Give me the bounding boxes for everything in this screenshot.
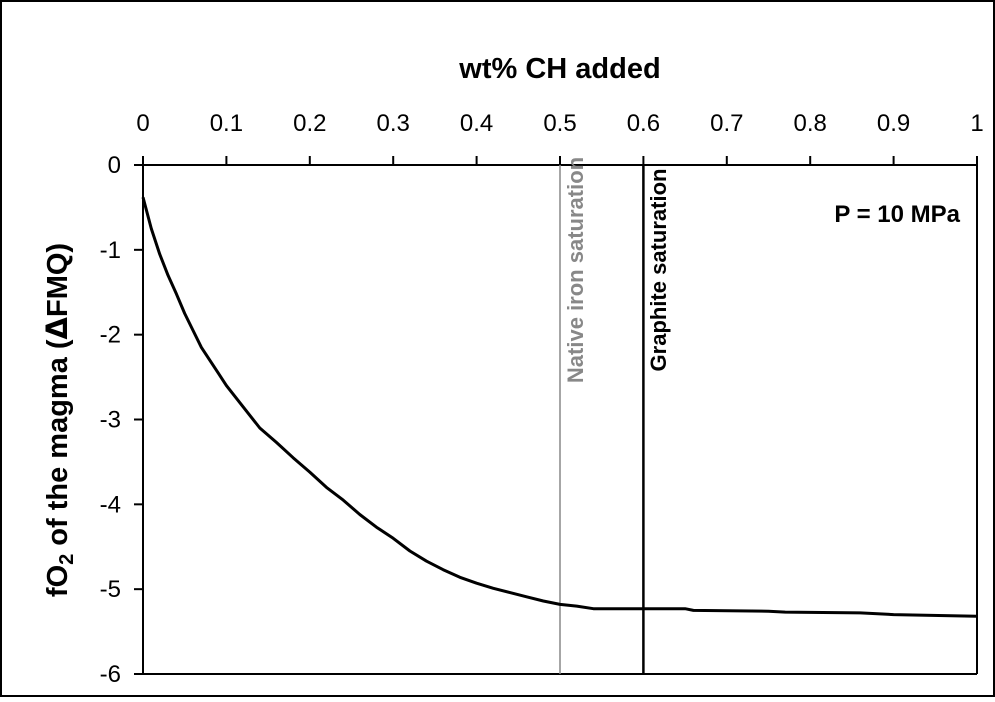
x-tick-label: 0 (136, 110, 149, 137)
x-tick-label: 0.4 (460, 110, 493, 137)
y-axis-title: fO2 of the magma (ΔFMQ) (40, 243, 78, 597)
y-tick-label: -6 (100, 661, 121, 688)
x-tick-label: 0.8 (794, 110, 827, 137)
y-tick-label: -1 (100, 237, 121, 264)
x-tick-label: 0.9 (877, 110, 910, 137)
vertical-line-label-0: Native iron saturation (563, 157, 588, 383)
plot-layer: 0 0.1 0.2 0.3 0.4 0.5 0.6 0.7 0.8 0.9 1 0 -1 -2 -3 -4 -5… (100, 110, 984, 688)
y-tick-label: -5 (100, 576, 121, 603)
y-tick-label: -2 (100, 322, 121, 349)
x-axis-title: wt% CH added (458, 53, 660, 85)
x-tick-label: 0.7 (710, 110, 743, 137)
x-tick-label: 0.1 (210, 110, 243, 137)
x-tick-label: 0.5 (543, 110, 576, 137)
x-tick-label: 0.2 (293, 110, 326, 137)
x-tick-label: 1 (970, 110, 983, 137)
x-tick-label: 0.6 (627, 110, 660, 137)
series-line-0 (141, 196, 978, 618)
vertical-line-label-1: Graphite saturation (646, 169, 671, 372)
y-axis-title-subscript: 2 (56, 554, 78, 565)
y-axis-title-delta: Δ (40, 316, 74, 339)
y-axis-title-main: fO (42, 565, 74, 597)
y-axis-title-rest: of the magma ( (42, 339, 74, 554)
pressure-annotation: P = 10 MPa (834, 201, 960, 228)
y-tick-label: -3 (100, 407, 121, 434)
y-tick-label: 0 (108, 152, 121, 179)
x-tick-label: 0.3 (377, 110, 410, 137)
y-tick-label: -4 (100, 491, 121, 518)
y-axis-title-end: FMQ) (42, 243, 74, 317)
